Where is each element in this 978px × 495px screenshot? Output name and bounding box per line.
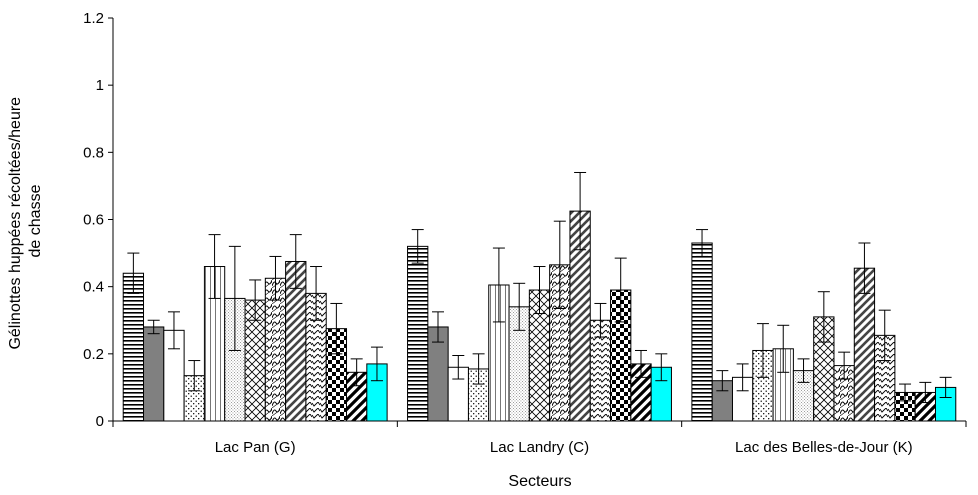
error-bars-layer (127, 171, 952, 404)
y-axis-title-line-1: Gélinottes huppées récoltées/heure (7, 97, 24, 350)
y-tick-label: 0.2 (83, 346, 104, 363)
x-category-label: Lac Pan (G) (215, 439, 296, 456)
x-axis-ticks: Lac Pan (G) Lac Landry (C) Lac des Belles-… (112, 421, 967, 456)
y-tick-label: 0 (96, 413, 104, 430)
y-axis-title: Gélinottes huppées récoltées/heure de ch… (7, 92, 44, 349)
bar (407, 245, 429, 422)
bars-layer (122, 210, 957, 422)
y-axis-title-line-2: de chasse (27, 184, 44, 257)
y-tick-label: 1 (96, 77, 104, 94)
bar (691, 242, 713, 422)
x-axis-title: Secteurs (508, 473, 571, 490)
x-category-label: Lac Landry (C) (490, 439, 589, 456)
y-axis-ticks: 0 0.2 0.4 0.6 0.8 1 1.2 (83, 10, 113, 430)
bar (143, 326, 165, 422)
y-tick-label: 0.4 (83, 279, 104, 296)
x-category-label: Lac des Belles-de-Jour (K) (735, 439, 913, 456)
y-tick-label: 0.6 (83, 212, 104, 229)
y-tick-label: 0.8 (83, 144, 104, 161)
y-tick-label: 1.2 (83, 10, 104, 27)
bar (122, 272, 145, 422)
